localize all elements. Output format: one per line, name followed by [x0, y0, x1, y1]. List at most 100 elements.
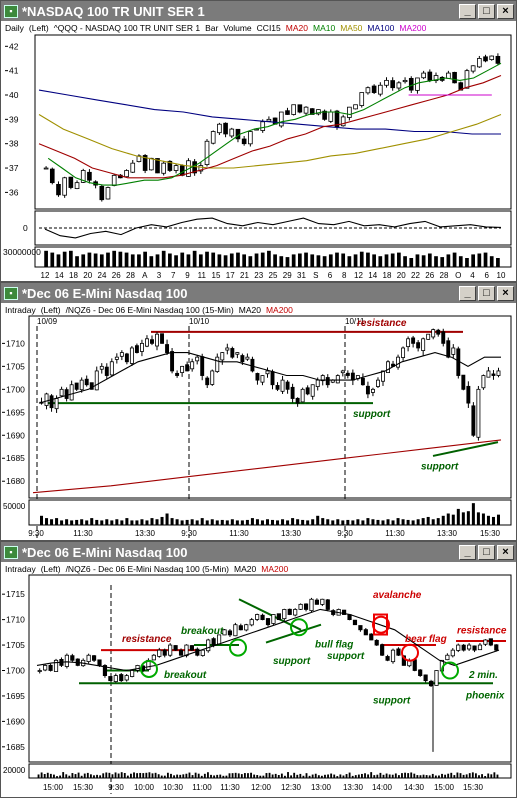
volume-bar: [222, 775, 225, 778]
header-item: MA20: [286, 23, 308, 33]
volume-bar: [110, 520, 114, 525]
candle-body: [297, 104, 303, 113]
candle-body: [162, 649, 167, 656]
close-icon[interactable]: ×: [497, 285, 514, 301]
minimize-icon[interactable]: _: [459, 544, 476, 560]
price-tick-label: 1695: [6, 407, 25, 417]
candle-body: [56, 183, 61, 196]
volume-bar: [456, 772, 459, 778]
candle-body: [222, 629, 227, 636]
breakdown-circle: [401, 643, 419, 662]
candle-body: [369, 633, 374, 641]
candle-body: [347, 614, 352, 621]
candle-body: [108, 676, 113, 682]
candle-body: [408, 77, 414, 91]
maximize-icon[interactable]: □: [478, 3, 495, 19]
volume-bar: [56, 254, 61, 267]
candle-body: [48, 664, 53, 671]
candle-body: [377, 84, 383, 95]
volume-bar: [195, 520, 199, 525]
volume-bar: [120, 520, 124, 525]
candle-body: [359, 92, 365, 106]
volume-bar: [446, 254, 451, 267]
candle-body: [64, 654, 69, 667]
volume-bar: [378, 256, 383, 267]
volume-bar: [217, 254, 222, 267]
volume-bar: [335, 252, 339, 267]
volume-bar: [62, 251, 67, 267]
title-bar[interactable]: ▪ *Dec 06 E-Mini Nasdaq 100 _ □ ×: [1, 283, 516, 303]
volume-bar: [407, 773, 410, 778]
ma200-line: [32, 439, 502, 494]
candle-body: [68, 176, 74, 188]
annotation-resistance: resistance: [357, 318, 407, 329]
date-tick-label: 9: [185, 271, 190, 280]
time-tick-label: 10:00: [134, 783, 155, 792]
candle-body: [309, 108, 315, 115]
date-tick-label: 26: [425, 271, 434, 280]
candle-body: [316, 109, 321, 115]
volume-bar: [105, 519, 109, 525]
volume-bar: [157, 774, 160, 778]
candle-body: [401, 347, 406, 358]
volume-bar: [265, 773, 268, 778]
title-bar[interactable]: ▪ *Dec 06 E-Mini Nasdaq 100 _ □ ×: [1, 542, 516, 562]
candle-body: [220, 352, 225, 361]
volume-bar: [330, 773, 333, 778]
time-tick-label: 15:30: [480, 529, 501, 538]
candle-body: [167, 160, 173, 171]
header-item: ^QQQ - NASDAQ 100 TR UNIT SER 1: [54, 23, 201, 33]
date-tick-label: 22: [411, 271, 420, 280]
volume-bar: [436, 518, 440, 525]
volume-bar: [322, 256, 327, 267]
price-pane: [28, 574, 512, 763]
volume-bar: [296, 519, 300, 525]
maximize-icon[interactable]: □: [478, 544, 495, 560]
window-emini-15min: ▪ *Dec 06 E-Mini Nasdaq 100 _ □ × Intrad…: [0, 282, 517, 541]
volume-bar: [345, 774, 348, 778]
time-tick-label: 14:30: [404, 783, 425, 792]
candle-body: [352, 619, 358, 626]
minimize-icon[interactable]: _: [459, 3, 476, 19]
date-tick-label: 14: [368, 271, 377, 280]
volume-bar: [130, 520, 134, 525]
window-title: *NASDAQ 100 TR UNIT SER 1: [22, 3, 205, 19]
price-tick-label: 1700: [6, 666, 25, 676]
volume-bar: [308, 775, 311, 778]
volume-bar: [248, 256, 253, 267]
candle-body: [49, 395, 54, 409]
volume-bar: [491, 516, 495, 525]
volume-bar: [194, 772, 197, 778]
candle-body: [300, 388, 305, 403]
candle-body: [265, 618, 271, 626]
close-icon[interactable]: ×: [497, 544, 514, 560]
maximize-icon[interactable]: □: [478, 285, 495, 301]
volume-bar: [80, 775, 83, 778]
volume-bar: [286, 520, 290, 525]
volume-bar: [229, 253, 234, 267]
price-tick-label: 42: [9, 41, 19, 51]
volume-bar: [376, 774, 379, 778]
price-tick-label: 41: [9, 66, 19, 76]
candle-body: [401, 655, 406, 666]
close-icon[interactable]: ×: [497, 3, 514, 19]
candle-body: [472, 645, 477, 651]
candle-body: [255, 373, 260, 381]
time-tick-label: 13:30: [437, 529, 458, 538]
time-tick-label: 14:00: [372, 783, 393, 792]
annotation-avalanche: avalanche: [373, 590, 422, 601]
minimize-icon[interactable]: _: [459, 285, 476, 301]
volume-bar: [459, 773, 462, 778]
time-tick-label: 9:30: [181, 529, 197, 538]
time-tick-label: 9:30: [108, 783, 124, 792]
candle-body: [496, 370, 501, 376]
candle-body: [322, 110, 327, 120]
candle-body: [189, 645, 194, 651]
volume-bar: [379, 772, 382, 778]
volume-bar: [205, 251, 209, 267]
cci-line: [44, 217, 502, 239]
price-tick-label: 1700: [6, 384, 25, 394]
volume-bar: [262, 775, 265, 778]
title-bar[interactable]: ▪ *NASDAQ 100 TR UNIT SER 1 _ □ ×: [1, 1, 516, 21]
volume-bar: [466, 511, 470, 525]
